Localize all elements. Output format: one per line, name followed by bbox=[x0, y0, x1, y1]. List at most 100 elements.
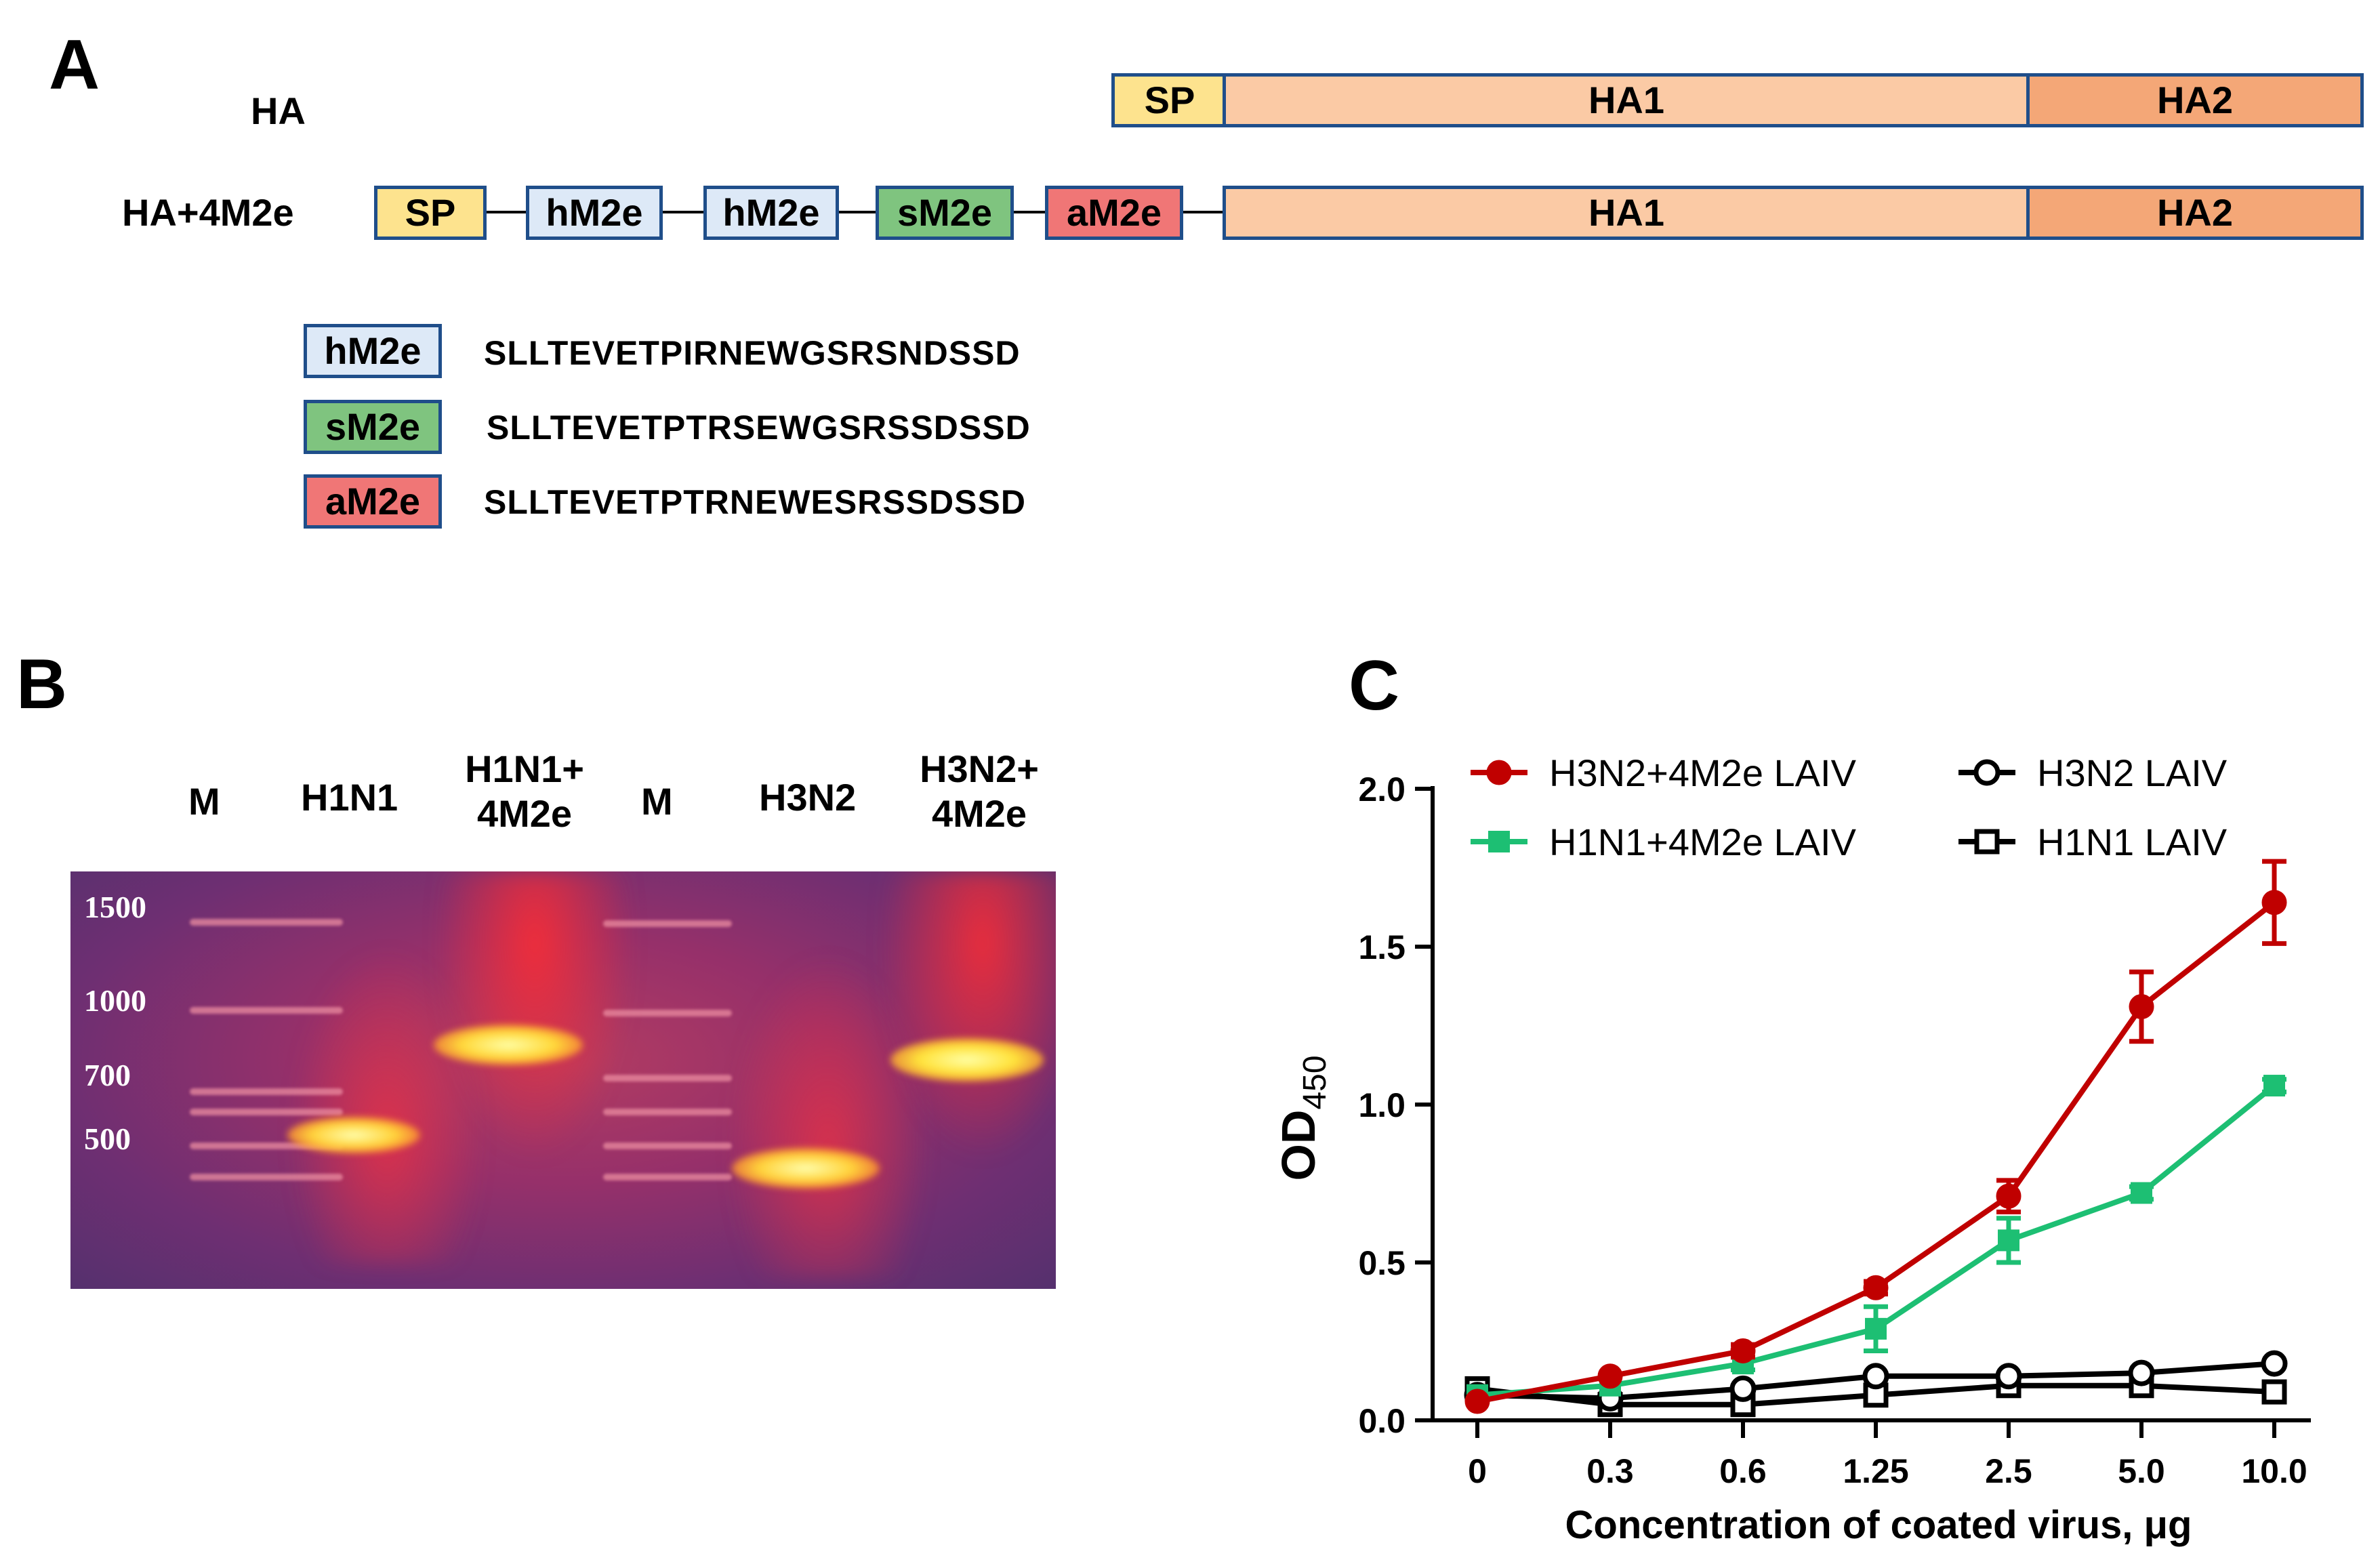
data-point bbox=[1464, 1388, 1490, 1414]
x-tick-label: 5.0 bbox=[2118, 1452, 2165, 1490]
data-point bbox=[1998, 1229, 2019, 1252]
ladder-band bbox=[603, 1143, 732, 1149]
data-point bbox=[1996, 1373, 2022, 1399]
marker-label: 700 bbox=[84, 1058, 131, 1092]
product-band bbox=[732, 1148, 880, 1189]
lane-label-line1: H3N2+ bbox=[920, 747, 1039, 790]
data-point bbox=[2261, 1379, 2287, 1405]
data-point bbox=[1863, 1382, 1889, 1408]
legend-marker bbox=[1973, 759, 2001, 786]
y-tick-label: 2.0 bbox=[1358, 770, 1406, 808]
chart-axes: 0.0 0.5 1.0 1.5 2.0 0 0.3 0.6 1.25 2.5 5.0 10.0 Conc… bbox=[1272, 770, 2311, 1547]
lane-smear bbox=[436, 871, 633, 1156]
data-point bbox=[1996, 1183, 2022, 1209]
segment-ha1: HA1 bbox=[1223, 73, 2030, 127]
legend-label: H1N1 LAIV bbox=[2037, 821, 2228, 863]
data-point bbox=[1729, 1375, 1757, 1402]
marker-label: 500 bbox=[84, 1121, 131, 1156]
data-point bbox=[1597, 1392, 1623, 1418]
data-point bbox=[1464, 1382, 1491, 1409]
ladder-band bbox=[603, 1075, 732, 1082]
y-tick-label: 0.5 bbox=[1358, 1244, 1406, 1282]
data-point bbox=[1597, 1384, 1624, 1412]
lane-label: M bbox=[641, 780, 673, 823]
panel-a-label: A bbox=[49, 26, 100, 104]
ladder-band bbox=[603, 1010, 732, 1016]
construct-label-ha: HA bbox=[251, 89, 306, 132]
legend-sequence-sm2e: SLLTEVETPTRSEWGSRSSDSSD bbox=[487, 409, 1031, 447]
series-line bbox=[1477, 1361, 2275, 1401]
data-point bbox=[1865, 1317, 1887, 1340]
legend-item: H1N1 LAIV bbox=[1958, 821, 2228, 863]
legend-marker bbox=[1486, 760, 1512, 785]
series-h1n1-4m2e-laiv bbox=[1466, 1075, 2286, 1406]
legend-label: H1N1+4M2e LAIV bbox=[1549, 821, 1857, 863]
data-point bbox=[1730, 1338, 1756, 1363]
segment-am2e: aM2e bbox=[1045, 186, 1183, 240]
data-point bbox=[1732, 1353, 1754, 1375]
segment-sm2e: sM2e bbox=[876, 186, 1014, 240]
segment-hm2e: hM2e bbox=[703, 186, 839, 240]
data-point bbox=[2261, 1350, 2288, 1377]
lane-label-line2: 4M2e bbox=[931, 792, 1027, 836]
segment-ha2: HA2 bbox=[2026, 73, 2364, 127]
marker-label: 1000 bbox=[84, 983, 146, 1018]
x-tick-label: 10.0 bbox=[2241, 1452, 2307, 1490]
agarose-gel-image: 1500 1000 700 500 bbox=[70, 871, 1056, 1289]
y-axis-title: OD450 bbox=[1272, 1055, 1333, 1180]
segment-ha1: HA1 bbox=[1223, 186, 2030, 240]
ladder-band bbox=[190, 1174, 343, 1180]
series-h1n1-laiv bbox=[1464, 1373, 2287, 1418]
lane-label-line1: H1N1+ bbox=[465, 747, 584, 790]
lane-label: H1N1+ 4M2e bbox=[450, 747, 599, 836]
series-line bbox=[1477, 1083, 2276, 1398]
data-point bbox=[1597, 1363, 1623, 1389]
product-band bbox=[890, 1038, 1044, 1082]
legend-swatch-hm2e: hM2e bbox=[304, 324, 442, 378]
x-tick-label: 1.25 bbox=[1843, 1452, 1908, 1490]
legend-item: H1N1+4M2e LAIV bbox=[1471, 821, 1857, 863]
ladder-band bbox=[603, 1174, 732, 1180]
data-point bbox=[1599, 1374, 1621, 1397]
ladder-band bbox=[603, 1109, 732, 1115]
segment-hm2e: hM2e bbox=[526, 186, 663, 240]
marker-label: 1500 bbox=[84, 890, 146, 924]
ladder-band bbox=[190, 1007, 343, 1014]
y-tick-label: 0.0 bbox=[1358, 1402, 1406, 1440]
legend-sequence-am2e: SLLTEVETPTRNEWESRSSDSSD bbox=[484, 483, 1026, 521]
legend-swatch-am2e: aM2e bbox=[304, 474, 442, 529]
data-point bbox=[2128, 1359, 2155, 1386]
ladder-band bbox=[603, 920, 732, 927]
x-axis-title: Concentration of coated virus, μg bbox=[1565, 1503, 2192, 1547]
data-point bbox=[1730, 1392, 1756, 1418]
legend-swatch-sm2e: sM2e bbox=[304, 400, 442, 454]
legend-marker bbox=[1488, 831, 1510, 852]
y-tick-label: 1.5 bbox=[1358, 928, 1406, 966]
y-axis-title-subscript: 450 bbox=[1297, 1055, 1333, 1109]
lane-smear bbox=[881, 871, 1056, 1156]
product-band bbox=[434, 1025, 583, 1065]
chart-series bbox=[1464, 859, 2288, 1418]
lane-label: M bbox=[188, 780, 220, 823]
data-point bbox=[1862, 1363, 1889, 1390]
segment-sp: SP bbox=[1111, 73, 1228, 127]
product-band bbox=[287, 1117, 420, 1153]
segment-ha2: HA2 bbox=[2026, 186, 2364, 240]
lane-label: H3N2+ 4M2e bbox=[901, 747, 1057, 836]
data-point bbox=[1995, 1363, 2022, 1390]
ladder-band bbox=[190, 1109, 343, 1115]
series-h3n2-laiv bbox=[1464, 1350, 2288, 1412]
legend-item: H3N2 LAIV bbox=[1958, 752, 2228, 794]
lane-label-line2: 4M2e bbox=[476, 792, 573, 836]
ladder-band bbox=[190, 1088, 343, 1095]
data-point bbox=[2261, 890, 2287, 915]
series-line bbox=[1477, 1382, 2275, 1407]
legend-item: H3N2+4M2e LAIV bbox=[1471, 752, 1857, 794]
legend-sequence-hm2e: SLLTEVETPIRNEWGSRSNDSSD bbox=[484, 334, 1021, 372]
y-tick-label: 1.0 bbox=[1358, 1086, 1406, 1124]
lane-label: H1N1 bbox=[301, 776, 398, 819]
legend-label: H3N2+4M2e LAIV bbox=[1549, 752, 1857, 794]
data-point bbox=[1863, 1275, 1889, 1300]
legend-marker bbox=[1974, 829, 2000, 855]
data-point bbox=[2263, 1075, 2285, 1097]
